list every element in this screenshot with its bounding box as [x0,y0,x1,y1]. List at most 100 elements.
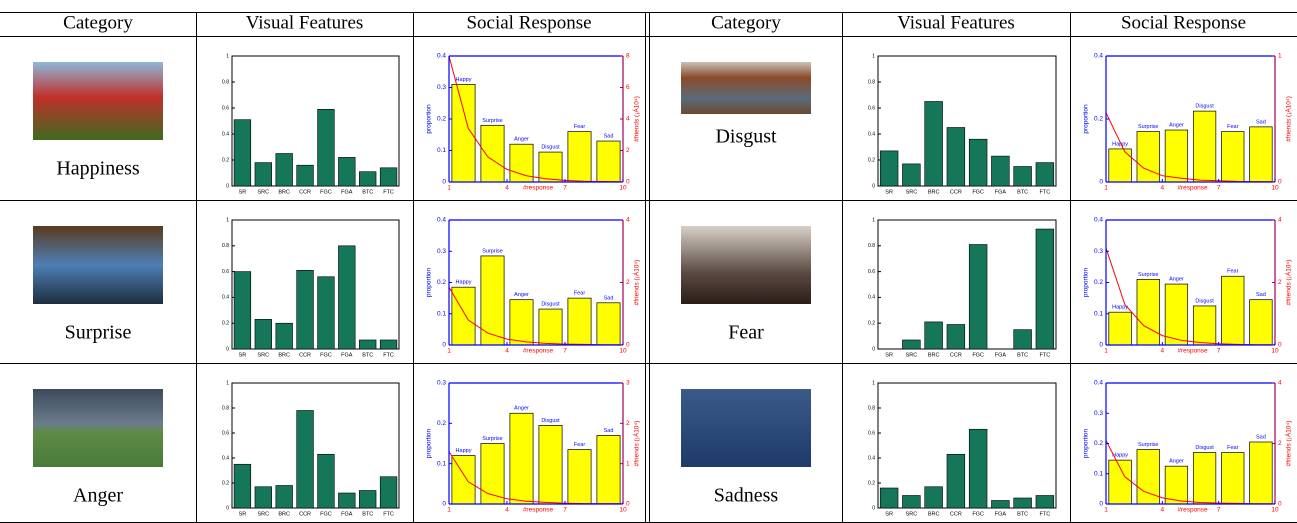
x-tick-label: 1 [1104,185,1108,192]
y-tick-label: 0 [226,505,229,511]
feature-bar [1035,162,1055,187]
x-tick-label: 7 [563,348,567,355]
y-tick-label: 0.8 [222,405,229,411]
bar-label: Disgust [541,145,560,151]
feature-bar [296,164,314,187]
bar-label: Surprise [482,248,502,254]
y-tick-label: 0.6 [868,430,875,436]
y-axis-label: proportion [1083,267,1090,297]
x-tick-label: FGC [972,352,984,358]
y-tick-label: 0.2 [222,157,229,163]
x-tick-label: CCR [950,352,962,358]
response-bar [480,124,505,183]
response-bar [538,308,563,346]
bar-label: Disgust [541,302,560,308]
x-tick-label: BTC [362,352,373,358]
plot-frame [231,382,400,509]
y-tick-label: 0 [872,183,875,189]
bar-label: Happy [456,77,472,83]
x-tick-label: FGA [341,189,353,195]
feature-bar [359,490,377,509]
bar-label: Fear [574,442,585,448]
x-tick-label: BTC [1017,511,1028,517]
category-label: Sadness [714,485,779,507]
y-tick-label: 0.4 [222,295,229,301]
response-bar [509,412,534,505]
bar-label: Surprise [1138,124,1158,130]
bar-label: Happy [456,280,472,286]
category-label: Fear [728,322,764,344]
y-tick-label: 1 [226,217,229,223]
y-tick-label: 0.6 [868,269,875,275]
category-image [33,389,163,467]
x-tick-label: FGC [972,189,984,195]
x-tick-label: SR [239,511,247,517]
response-bar [451,455,476,505]
feature-bar [1013,497,1032,509]
x-tick-label: BRC [928,352,940,358]
x-tick-label: BRC [928,189,940,195]
plot-frame [231,219,400,350]
x-tick-label: BTC [1017,352,1028,358]
y-axis-label: proportion [426,104,433,134]
response-bar [1192,452,1217,505]
x-tick-label: 1 [1104,348,1108,355]
column-header: Category [711,12,781,33]
y-tick-label: 0.3 [437,380,446,387]
y-tick-label: 0.2 [437,420,446,427]
response-bar [509,299,534,346]
x-tick-label: 1 [1104,507,1108,514]
x-tick-label: FGA [995,511,1007,517]
y2-tick-label: 4 [1278,380,1282,387]
y-tick-label: 0.8 [868,79,875,85]
x-tick-label: BRC [278,511,290,517]
x-tick-label: FGC [320,189,332,195]
y-tick-label: 0.4 [437,53,446,60]
y-tick-label: 0 [1099,342,1103,349]
x-tick-label: FTC [1040,189,1051,195]
column-header: Visual Features [897,12,1015,33]
feature-bar [233,463,252,509]
x-tick-label: SRC [906,352,918,358]
x-tick-label: FGC [320,352,332,358]
y-axis-label: proportion [1083,428,1090,458]
friends-line [448,55,624,183]
x-tick-label: CCR [299,511,311,517]
response-bar [596,435,621,505]
x-tick-label: BTC [362,189,373,195]
category-label: Surprise [65,322,132,344]
y2-tick-label: 2 [1278,440,1282,447]
response-bar [1249,126,1273,183]
bar-label: Sad [1256,119,1266,125]
y-tick-label: 0.2 [437,116,446,123]
x-tick-label: 10 [619,185,627,192]
response-bar [1108,148,1132,183]
y2-tick-label: 6 [626,84,630,91]
bar-label: Fear [1227,445,1238,451]
x-axis-label: #response [523,185,554,192]
y2-tick-label: 2 [626,279,630,286]
feature-bar [275,322,293,350]
x-tick-label: FGC [972,511,984,517]
column-header: Social Response [1121,12,1246,33]
feature-bar [879,487,899,509]
category-image [681,62,811,114]
plot-frame [877,219,1057,350]
x-tick-label: 7 [563,185,567,192]
plot-frame [231,55,400,187]
response-bar [567,449,592,505]
feature-bar [317,276,335,350]
y-tick-label: 0.8 [222,243,229,249]
x-axis-label: #response [1177,185,1208,192]
y2-axis-label: #friends (¡Á10⁴) [632,96,641,142]
bar-label: Disgust [1195,445,1214,451]
x-tick-label: 7 [1217,507,1221,514]
feature-bar [946,127,966,187]
feature-bar [379,167,398,187]
x-tick-label: SR [239,352,247,358]
category-image [681,226,811,304]
x-tick-label: 4 [1161,348,1165,355]
y-tick-label: 0.1 [437,147,446,154]
bar-label: Fear [1227,124,1238,130]
response-bar [1192,110,1217,183]
